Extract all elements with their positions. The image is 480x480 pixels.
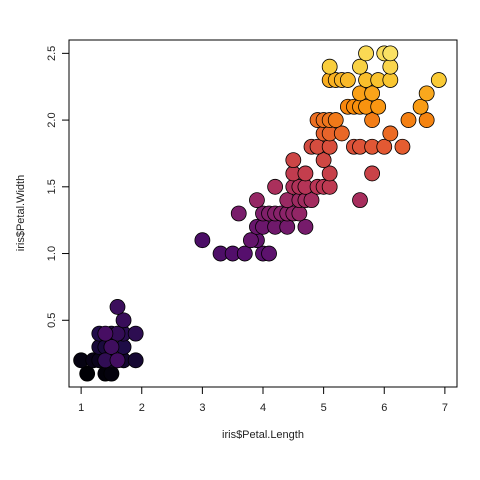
data-point: [109, 299, 126, 315]
data-point: [382, 125, 399, 142]
x-tick-label: 6: [381, 402, 387, 414]
x-axis-label: iris$Petal.Length: [222, 429, 304, 441]
points-layer: [73, 45, 447, 382]
data-point: [127, 325, 144, 342]
data-point: [321, 138, 338, 155]
data-point: [364, 165, 381, 182]
data-point: [382, 45, 399, 62]
data-point: [352, 58, 368, 75]
data-point: [291, 205, 308, 222]
data-point: [103, 365, 120, 382]
x-tick-label: 3: [199, 402, 205, 414]
data-point: [249, 192, 265, 209]
data-point: [333, 125, 350, 142]
data-point: [352, 192, 368, 209]
data-point: [279, 218, 296, 235]
data-point: [79, 365, 96, 382]
y-axis-label: iris$Petal.Width: [15, 175, 27, 251]
y-axis: 0.5 1.0 1.5 2.0 2.5: [46, 46, 70, 328]
data-point: [400, 112, 417, 128]
data-point: [297, 218, 314, 235]
data-point: [127, 352, 144, 369]
data-point: [418, 85, 435, 102]
x-tick-label: 5: [321, 402, 327, 414]
data-point: [285, 152, 302, 169]
y-tick-label: 2.0: [46, 112, 58, 127]
x-tick-label: 7: [442, 402, 448, 414]
data-point: [321, 178, 338, 195]
data-point: [382, 72, 399, 88]
data-point: [297, 165, 314, 182]
data-point: [394, 138, 411, 155]
data-point: [364, 85, 381, 102]
y-tick-label: 2.5: [46, 46, 58, 61]
data-point: [364, 112, 381, 128]
data-point: [376, 138, 393, 155]
data-point: [261, 245, 277, 262]
data-point: [103, 339, 120, 355]
data-point: [109, 352, 126, 369]
data-point: [358, 45, 374, 62]
x-axis: 1 2 3 4 5 6 7: [78, 386, 448, 414]
data-point: [97, 325, 114, 342]
data-point: [236, 245, 253, 262]
data-point: [418, 112, 435, 128]
data-point: [370, 98, 387, 115]
x-tick-label: 1: [78, 402, 84, 414]
x-tick-label: 4: [260, 402, 266, 414]
data-point: [382, 58, 399, 75]
data-point: [315, 152, 332, 169]
data-point: [412, 98, 429, 115]
data-point: [115, 312, 132, 329]
y-tick-label: 0.5: [46, 313, 58, 328]
data-point: [230, 205, 247, 222]
data-point: [242, 232, 259, 249]
y-tick-label: 1.5: [46, 179, 58, 194]
data-point: [194, 232, 211, 249]
data-point: [321, 58, 338, 75]
x-tick-label: 2: [139, 402, 145, 414]
data-point: [303, 192, 320, 209]
data-point: [339, 72, 356, 88]
data-point: [267, 178, 284, 195]
data-point: [321, 165, 338, 182]
data-point: [430, 72, 447, 88]
data-point: [327, 112, 344, 128]
y-tick-label: 1.0: [46, 246, 58, 261]
